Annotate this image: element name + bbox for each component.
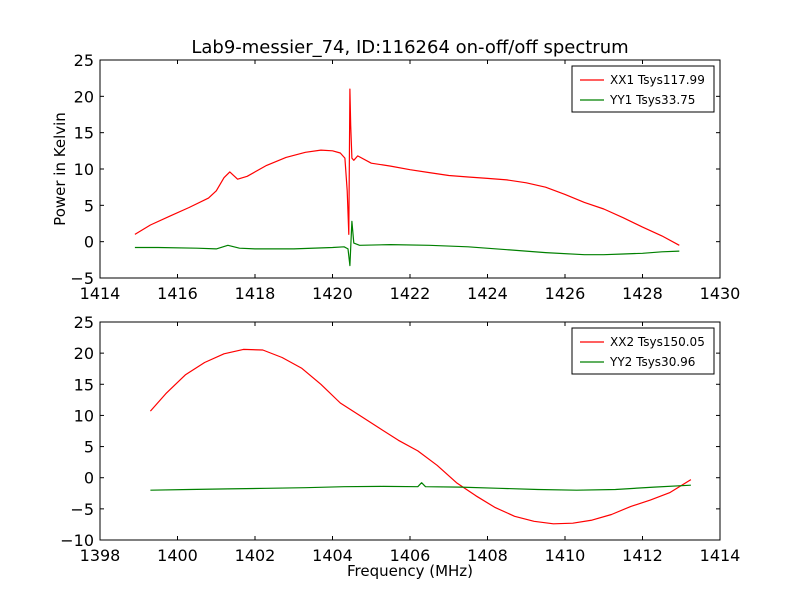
legend-box: [571, 327, 715, 375]
x-tick-label: 1414: [80, 284, 121, 303]
x-tick-label: 1398: [80, 546, 121, 565]
y-tick-label: −5: [70, 500, 94, 519]
y-tick-label: 25: [74, 51, 94, 70]
y-tick-label: 5: [84, 438, 94, 457]
y-tick-label: 0: [84, 469, 94, 488]
x-tick-label: 1402: [235, 546, 276, 565]
x-tick-label: 1412: [622, 546, 663, 565]
x-tick-label: 1424: [467, 284, 508, 303]
x-tick-label: 1414: [700, 546, 741, 565]
series-line-yy: [150, 482, 691, 491]
legend-label: XX1 Tsys117.99: [610, 73, 705, 87]
legend-label: YY2 Tsys30.96: [609, 355, 695, 369]
y-tick-label: 20: [74, 344, 94, 363]
panel-top: 1414 1416 1418 1420 1422 1424 1426 1428 1430 −5 0 5…: [70, 51, 740, 303]
y-tick-label: 15: [74, 124, 94, 143]
y-tick-label: 25: [74, 313, 94, 332]
x-tick-label: 1420: [312, 284, 353, 303]
series-line-xx: [134, 88, 680, 246]
y-tick-label: 5: [84, 196, 94, 215]
series-line-yy: [134, 220, 680, 267]
legend-box: [571, 65, 715, 113]
panel-bottom: 1398 1400 1402 1404 1406 1408 1410 1412 1414 −10 −…: [60, 313, 740, 565]
x-tick-label: 1410: [545, 546, 586, 565]
y-tick-label: 0: [84, 233, 94, 252]
y-axis-label: Power in Kelvin: [51, 112, 69, 226]
x-tick-label: 1422: [390, 284, 431, 303]
x-tick-label: 1408: [467, 546, 508, 565]
legend-label: XX2 Tsys150.05: [610, 335, 705, 349]
legend: XX2 Tsys150.05 YY2 Tsys30.96: [571, 327, 715, 375]
y-tick-label: 10: [74, 406, 94, 425]
x-axis-label: Frequency (MHz): [347, 562, 473, 580]
x-tick-label: 1416: [157, 284, 198, 303]
legend-label: YY1 Tsys33.75: [609, 93, 695, 107]
x-tick-label: 1404: [312, 546, 353, 565]
x-tick-label: 1426: [545, 284, 586, 303]
y-tick-label: −5: [70, 269, 94, 288]
y-tick-label: −10: [60, 531, 94, 550]
y-tick-label: 20: [74, 87, 94, 106]
x-tick-label: 1430: [700, 284, 741, 303]
legend: XX1 Tsys117.99 YY1 Tsys33.75: [571, 65, 715, 113]
x-tick-label: 1428: [622, 284, 663, 303]
y-tick-label: 15: [74, 375, 94, 394]
x-tick-label: 1418: [235, 284, 276, 303]
figure-title: Lab9-messier_74, ID:116264 on-off/off sp…: [191, 37, 628, 58]
y-tick-label: 10: [74, 160, 94, 179]
series-line-xx: [149, 348, 692, 525]
x-tick-label: 1400: [157, 546, 198, 565]
x-tick-label: 1406: [390, 546, 431, 565]
